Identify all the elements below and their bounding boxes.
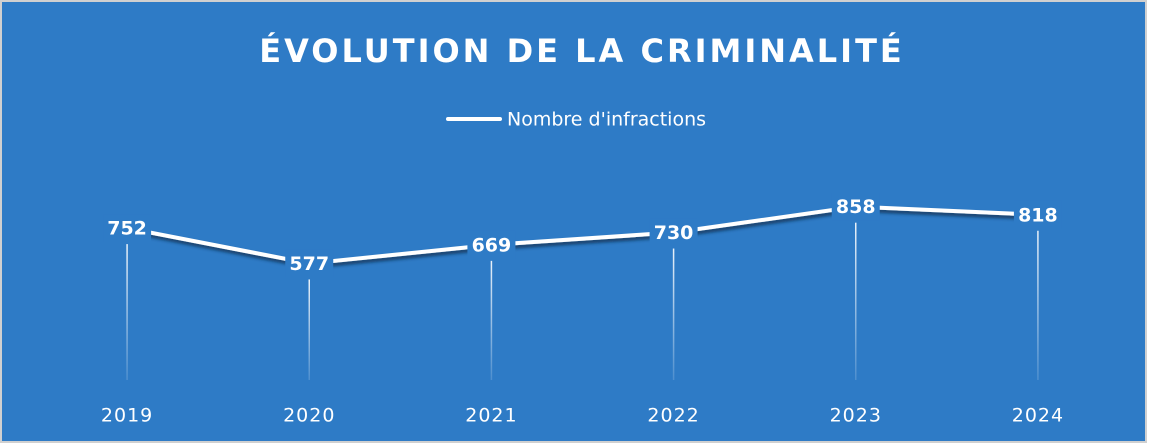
x-tick-label: 2019: [101, 405, 153, 427]
data-label: 669: [472, 234, 512, 256]
x-tick-label: 2024: [1012, 405, 1064, 427]
data-label-background: [1013, 200, 1062, 229]
drop-line: [672, 248, 675, 380]
drop-line: [1037, 230, 1039, 380]
legend-label: Nombre d'infractions: [507, 109, 706, 131]
data-label: 752: [107, 218, 147, 240]
data-label-background: [467, 230, 516, 259]
drop-line: [308, 279, 310, 380]
x-tick-label: 2021: [465, 405, 517, 427]
data-label: 730: [654, 222, 694, 244]
line: [126, 204, 1039, 266]
data-label: 577: [289, 253, 329, 275]
x-tick-label: 2020: [283, 405, 335, 427]
data-label-background: [649, 218, 698, 247]
data-label: 818: [1018, 204, 1058, 226]
drop-line: [490, 260, 493, 380]
drop-line: [855, 222, 857, 380]
drop-line: [126, 244, 128, 380]
data-label-background: [285, 249, 334, 278]
data-label-background: [831, 192, 880, 221]
data-label-background: [103, 214, 152, 243]
x-tick-label: 2022: [647, 405, 699, 427]
data-label: 858: [836, 196, 876, 218]
x-tick-label: 2023: [830, 405, 882, 427]
chart-title: ÉVOLUTION DE LA CRIMINALITÉ: [259, 32, 905, 70]
